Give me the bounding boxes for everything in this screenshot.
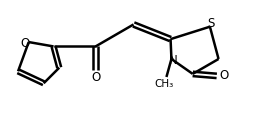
Text: CH₃: CH₃: [155, 79, 174, 89]
Text: O: O: [20, 37, 29, 50]
Text: N: N: [169, 55, 178, 67]
Text: O: O: [219, 69, 228, 82]
Text: O: O: [91, 71, 100, 84]
Text: S: S: [207, 17, 215, 30]
